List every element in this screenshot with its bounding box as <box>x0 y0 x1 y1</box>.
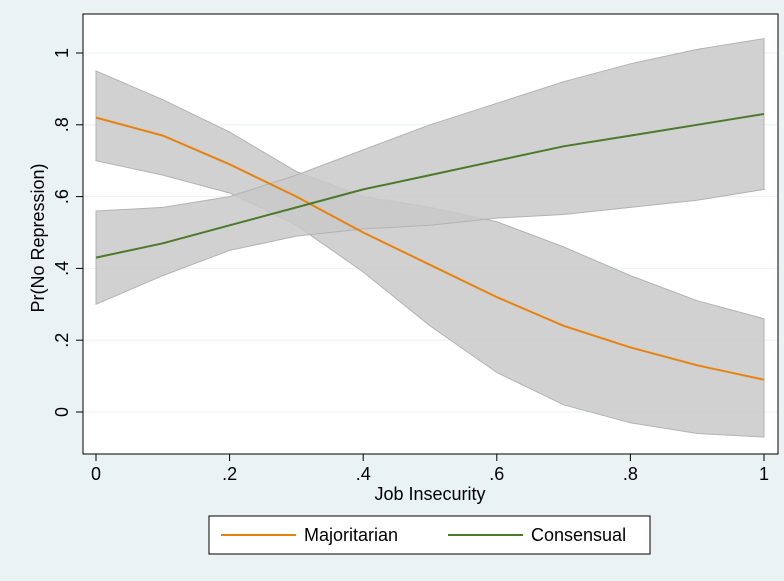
y-tick-label-2: .4 <box>52 261 72 276</box>
series-lines <box>95 113 765 381</box>
x-axis-title: Job Insecurity <box>374 484 485 504</box>
x-tick-label-3: .6 <box>489 464 504 484</box>
x-tick-label-1: .2 <box>222 464 237 484</box>
legend-label-consensual: Consensual <box>531 525 626 545</box>
y-tick-label-0: 0 <box>52 407 72 417</box>
y-tick-label-1: .2 <box>52 333 72 348</box>
x-tick-label-4: .8 <box>623 464 638 484</box>
x-tick-label-2: .4 <box>356 464 371 484</box>
ci-band-consensual <box>95 38 765 306</box>
legend: Majoritarian Consensual <box>208 515 651 555</box>
axes: 0 .2 .4 .6 .8 1 0 .2 .4 .6 .8 1 <box>52 48 769 484</box>
series-line-consensual <box>95 113 765 259</box>
x-tick-label-5: 1 <box>759 464 769 484</box>
confidence-bands <box>95 38 765 438</box>
legend-label-majoritarian: Majoritarian <box>304 525 398 545</box>
y-tick-label-3: .6 <box>52 189 72 204</box>
y-tick-label-4: .8 <box>52 117 72 132</box>
x-tick-label-0: 0 <box>91 464 101 484</box>
y-tick-label-5: 1 <box>52 48 72 58</box>
y-axis-title: Pr(No Repression) <box>28 163 48 312</box>
series-line-majoritarian <box>95 116 765 381</box>
